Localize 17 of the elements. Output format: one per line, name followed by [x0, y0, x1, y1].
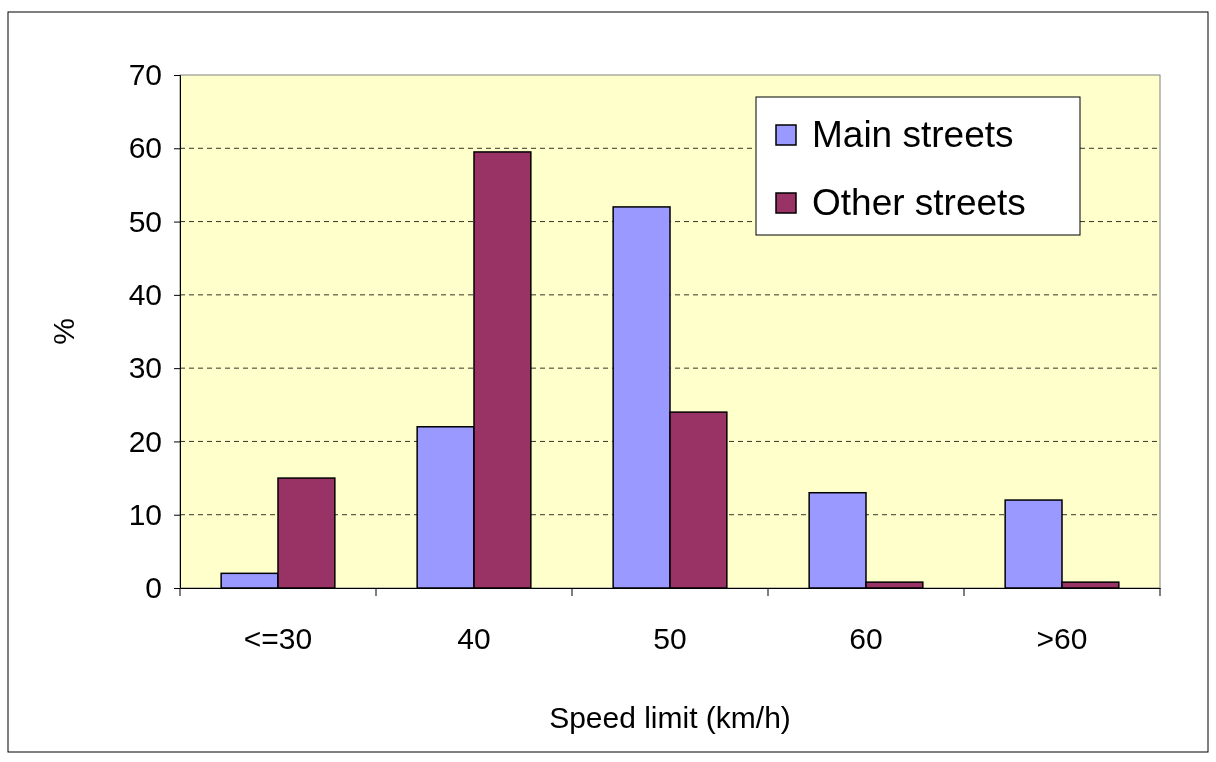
- y-tick-label: 40: [128, 277, 162, 311]
- y-tick-label: 20: [128, 424, 162, 458]
- legend-label: Other streets: [812, 182, 1026, 223]
- y-tick-label: 70: [128, 58, 162, 92]
- y-tick-label: 60: [128, 131, 162, 165]
- x-axis-title: Speed limit (km/h): [549, 701, 791, 734]
- y-tick-label: 50: [128, 204, 162, 238]
- x-tick-label: 40: [457, 622, 491, 656]
- x-tick-label: <=30: [243, 622, 313, 656]
- y-tick-label: 10: [128, 497, 162, 531]
- y-tick-label: 30: [128, 351, 162, 385]
- x-tick-label: 50: [653, 622, 687, 656]
- y-axis-title: %: [47, 318, 80, 345]
- legend-label: Main streets: [812, 114, 1014, 155]
- x-tick-label: 60: [849, 622, 883, 656]
- x-tick-label: >60: [1036, 622, 1088, 656]
- y-tick-label: 0: [145, 571, 162, 605]
